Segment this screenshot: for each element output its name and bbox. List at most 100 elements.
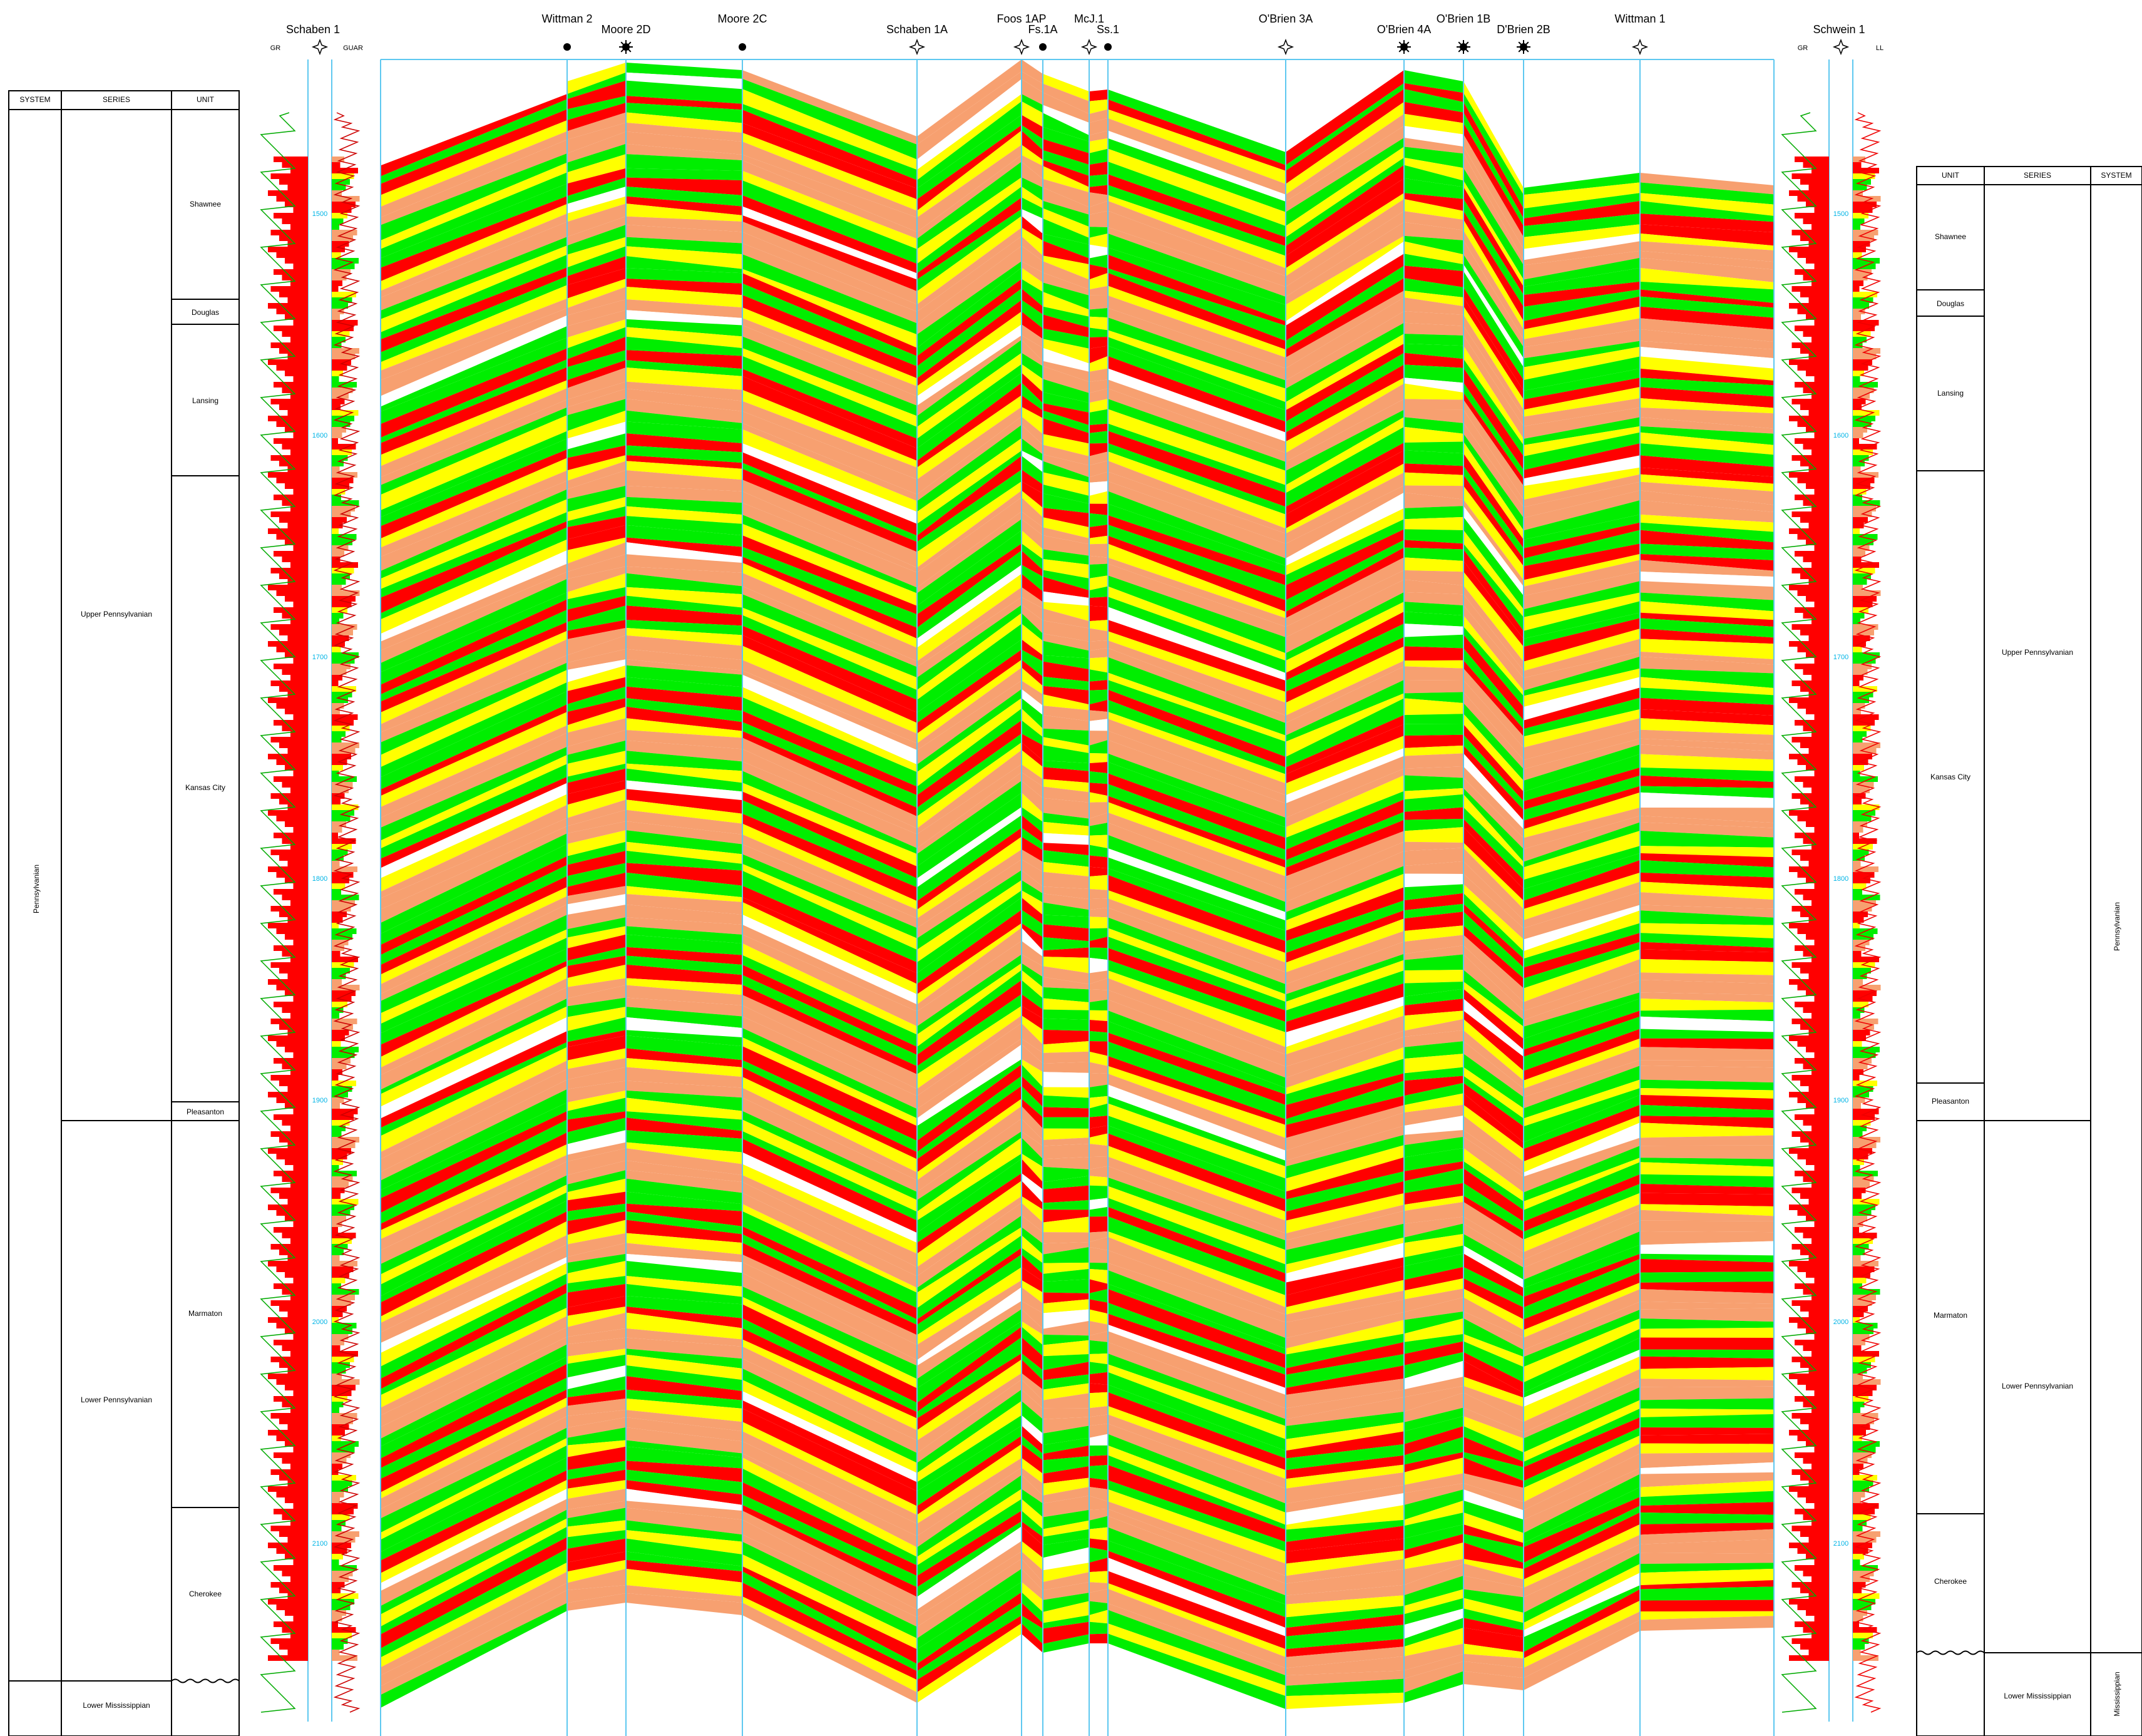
facies-band: [1022, 1153, 1043, 1183]
facies-band: [567, 196, 626, 222]
facies-band: [1043, 1157, 1089, 1169]
resistivity-log-bar: [332, 506, 355, 511]
facies-band: [1463, 271, 1524, 380]
gr-log-bar: [1811, 337, 1829, 342]
resistivity-log-bar: [1853, 1374, 1863, 1379]
facies-band: [1043, 694, 1089, 711]
facies-band: [1286, 1181, 1404, 1221]
facies-band: [626, 1328, 742, 1347]
facies-band: [1463, 1148, 1524, 1202]
depth-label: 1800: [312, 875, 327, 883]
facies-band: [1108, 1516, 1286, 1596]
facies-band: [742, 885, 917, 973]
facies-band: [1043, 947, 1089, 958]
facies-band: [1286, 1126, 1404, 1167]
resistivity-log-bar: [332, 275, 347, 280]
facies-band: [1286, 1059, 1404, 1106]
facies-band: [1022, 406, 1043, 434]
resistivity-log-bar: [332, 1204, 354, 1210]
facies-band: [1108, 1302, 1286, 1375]
facies-band: [1524, 224, 1640, 249]
gr-log-bar: [268, 359, 308, 365]
facies-band: [917, 1425, 1022, 1506]
resistivity-log-bar: [332, 973, 346, 979]
facies-band: [742, 901, 917, 995]
gr-log-bar: [276, 196, 308, 202]
facies-band: [917, 530, 1022, 615]
facies-band: [1286, 724, 1404, 784]
facies-band: [742, 687, 917, 773]
gr-log-bar: [1800, 799, 1829, 804]
facies-band: [1404, 254, 1463, 272]
facies-band: [567, 388, 626, 416]
gr-log-bar: [268, 528, 308, 534]
facies-band: [1286, 679, 1404, 742]
facies-band: [626, 256, 742, 274]
facies-band: [567, 1584, 626, 1603]
facies-band: [1108, 130, 1286, 202]
resistivity-log-bar: [1853, 827, 1863, 833]
facies-band: [1640, 296, 1774, 318]
facies-band: [1043, 1496, 1089, 1518]
facies-band: [1108, 657, 1286, 736]
facies-band: [1404, 612, 1463, 627]
facies-band: [567, 1253, 626, 1274]
facies-band: [567, 985, 626, 1007]
facies-band: [1089, 192, 1108, 207]
facies-band: [1108, 990, 1286, 1067]
facies-band: [1108, 1384, 1286, 1459]
gr-log-bar: [287, 1650, 308, 1655]
facies-band: [1089, 866, 1108, 876]
gr-log-bar: [1795, 720, 1829, 726]
resistivity-log-bar: [1853, 1543, 1872, 1548]
facies-band: [1463, 1183, 1524, 1232]
gr-log-bar: [270, 681, 308, 686]
resistivity-log-bar: [332, 320, 358, 326]
facies-band: [1404, 775, 1463, 791]
gr-log-bar: [276, 703, 308, 709]
facies-band: [567, 1337, 626, 1357]
facies-band: [1463, 1076, 1524, 1127]
facies-band: [1043, 798, 1089, 819]
facies-band: [1463, 680, 1524, 761]
left-unit-marmaton: Marmaton: [188, 1309, 222, 1318]
facies-band: [567, 279, 626, 309]
gr-log-bar: [290, 1013, 308, 1019]
facies-band: [1640, 1210, 1774, 1221]
facies-band: [626, 1111, 742, 1131]
facies-band: [1640, 398, 1774, 414]
facies-band: [567, 964, 626, 987]
facies-band: [381, 1069, 567, 1172]
facies-band: [567, 605, 626, 631]
facies-band: [1640, 1398, 1774, 1410]
facies-band: [1404, 1426, 1463, 1456]
resistivity-log-bar: [1853, 1362, 1871, 1368]
facies-band: [1022, 530, 1043, 560]
facies-band: [1463, 392, 1524, 486]
resistivity-log-bar: [332, 979, 342, 985]
facies-band: [1640, 744, 1774, 760]
resistivity-log-bar: [1853, 207, 1873, 213]
facies-band: [1108, 1032, 1286, 1106]
resistivity-log-bar: [1853, 371, 1864, 376]
facies-band: [1640, 872, 1774, 888]
facies-band: [1463, 499, 1524, 587]
facies-band: [567, 997, 626, 1017]
facies-band: [1524, 718, 1640, 761]
facies-band: [917, 1076, 1022, 1159]
facies-band: [567, 1480, 626, 1499]
facies-band: [1463, 441, 1524, 540]
resistivity-log-bar: [332, 331, 350, 337]
facies-band: [1089, 1247, 1108, 1263]
resistivity-log-bar: [332, 1047, 359, 1052]
facies-band: [567, 1307, 626, 1327]
facies-band: [1108, 802, 1286, 876]
facies-band: [742, 1534, 917, 1627]
facies-band: [1286, 265, 1404, 350]
facies-band: [567, 1440, 626, 1457]
gr-log-bar: [1814, 489, 1829, 495]
facies-band: [1404, 666, 1463, 681]
facies-band: [1404, 1598, 1463, 1625]
facies-band: [742, 934, 917, 1027]
facies-band: [1286, 211, 1404, 297]
